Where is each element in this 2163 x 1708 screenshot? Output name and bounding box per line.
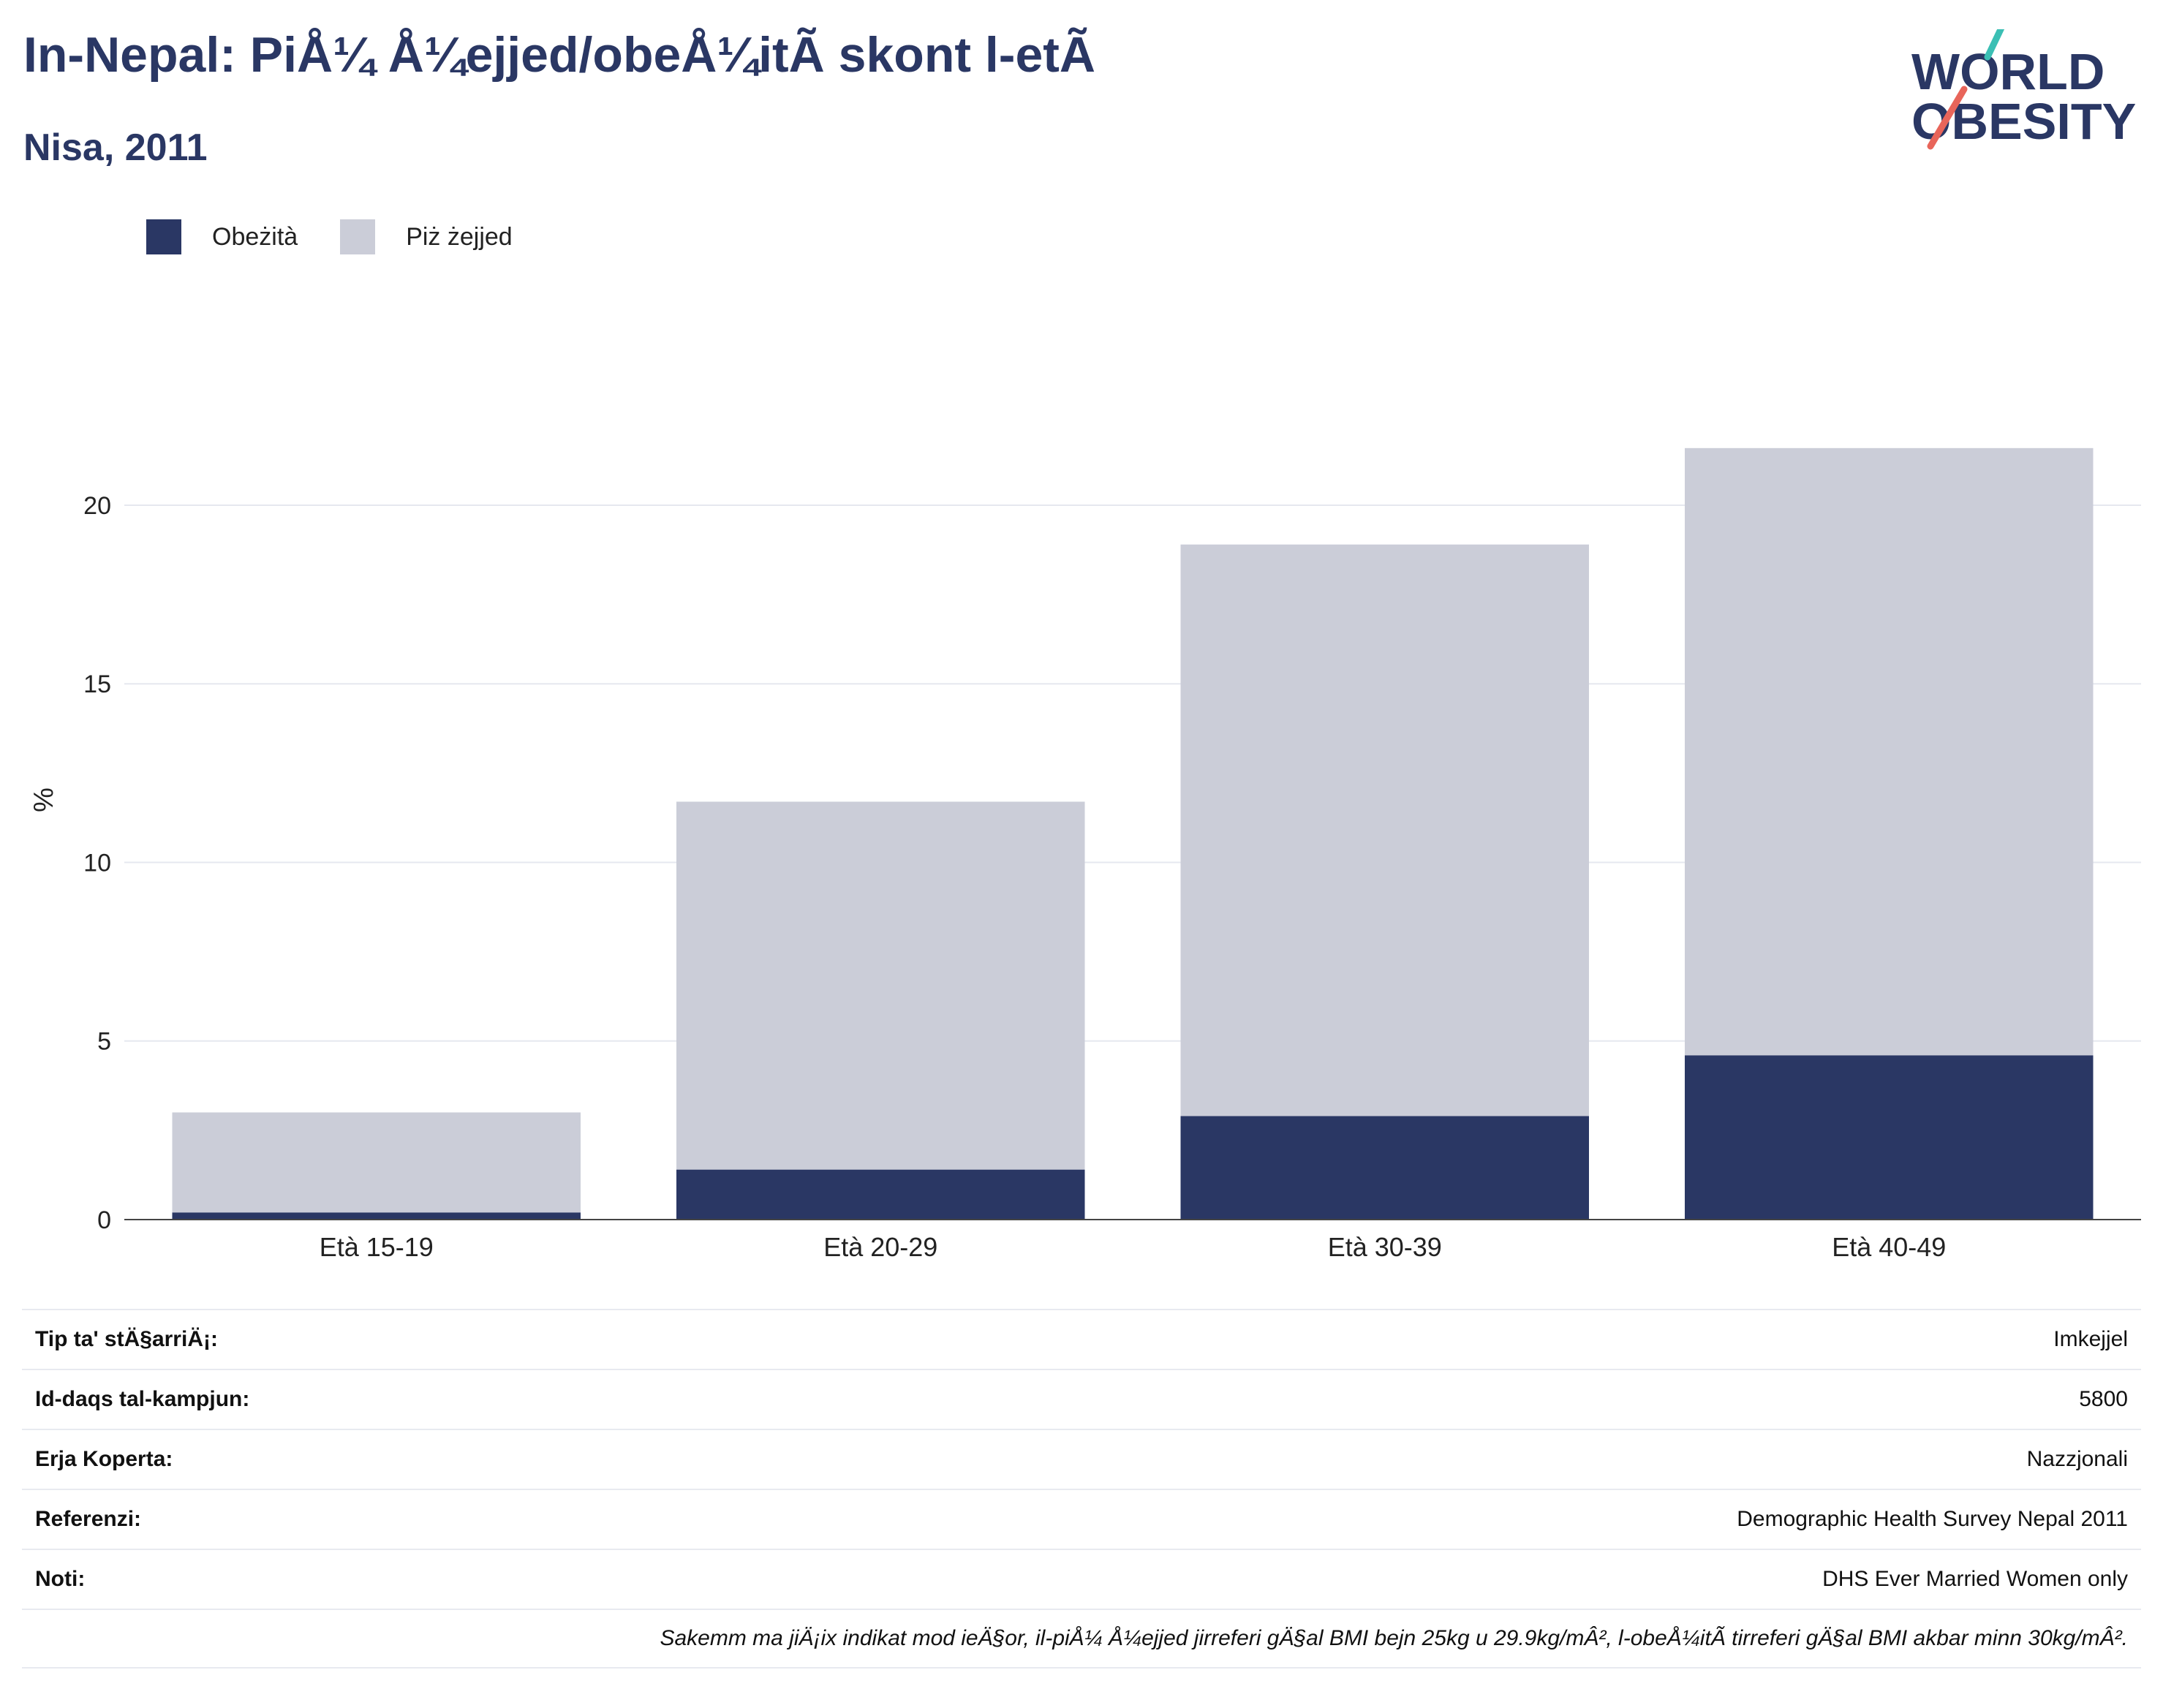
meta-row-footnote: Sakemm ma jiÄ¡ix indikat mod ieÄ§or, il-… bbox=[22, 1609, 2141, 1669]
x-tick-label: Età 40-49 bbox=[1832, 1232, 1946, 1262]
meta-label: Referenzi: bbox=[35, 1507, 142, 1531]
y-axis-label: % bbox=[29, 787, 59, 812]
bar-obesity bbox=[1685, 1055, 2094, 1220]
meta-row-sample-size: Id-daqs tal-kampjun: 5800 bbox=[22, 1369, 2141, 1429]
legend-swatch-obesity bbox=[146, 219, 181, 254]
legend-label-overweight: Piż żejjed bbox=[406, 222, 513, 251]
chart-legend: Obeżità Piż żejjed bbox=[146, 216, 555, 257]
y-tick-label: 15 bbox=[83, 670, 111, 698]
meta-label: Erja Koperta: bbox=[35, 1447, 173, 1471]
meta-value: Demographic Health Survey Nepal 2011 bbox=[1737, 1507, 2128, 1531]
x-tick-label: Età 30-39 bbox=[1328, 1232, 1442, 1262]
world-obesity-logo: WORLD OBESITY bbox=[1911, 29, 2136, 150]
legend-label-obesity: Obeżità bbox=[212, 222, 298, 251]
meta-value: DHS Ever Married Women only bbox=[1822, 1567, 2128, 1591]
legend-swatch-overweight bbox=[340, 219, 376, 254]
meta-label: Id-daqs tal-kampjun: bbox=[35, 1387, 250, 1411]
chart-title: In-Nepal: PiÅ¼ Å¼ejjed/obeÅ¼itÃ skont l-… bbox=[23, 27, 1096, 83]
meta-value: 5800 bbox=[2079, 1387, 2128, 1411]
bar-overweight bbox=[1180, 544, 1589, 1116]
logo-slash-coral-icon bbox=[1927, 86, 1968, 150]
legend-item-overweight[interactable]: Piż żejjed bbox=[340, 219, 513, 254]
bar-obesity bbox=[676, 1169, 1085, 1220]
legend-item-obesity[interactable]: Obeżità bbox=[146, 219, 298, 254]
meta-row-survey-type: Tip ta' stÄ§arriÄ¡: Imkejjel bbox=[22, 1309, 2141, 1369]
metadata-table: Tip ta' stÄ§arriÄ¡: Imkejjel Id-daqs tal… bbox=[22, 1309, 2141, 1669]
y-tick-label: 20 bbox=[83, 492, 111, 520]
meta-footnote: Sakemm ma jiÄ¡ix indikat mod ieÄ§or, il-… bbox=[660, 1626, 2128, 1650]
y-tick-label: 10 bbox=[83, 849, 111, 877]
y-tick-label: 5 bbox=[97, 1028, 111, 1056]
bar-obesity bbox=[172, 1212, 581, 1220]
bar-obesity bbox=[1180, 1116, 1589, 1220]
meta-row-notes: Noti: DHS Ever Married Women only bbox=[22, 1549, 2141, 1609]
meta-value: Imkejjel bbox=[2053, 1327, 2128, 1351]
bar-overweight bbox=[676, 801, 1085, 1170]
chart-subtitle: Nisa, 2011 bbox=[23, 126, 208, 169]
y-tick-label: 0 bbox=[97, 1206, 111, 1234]
bar-overweight bbox=[1685, 447, 2094, 1056]
meta-label: Noti: bbox=[35, 1567, 86, 1591]
bar-chart: 0 5 10 15 20% Età 15-19 Età 20-29 Età 30-39 Età … bbox=[29, 447, 2141, 1262]
x-tick-label: Età 15-19 bbox=[320, 1232, 434, 1262]
x-tick-label: Età 20-29 bbox=[823, 1232, 937, 1262]
meta-label: Tip ta' stÄ§arriÄ¡: bbox=[35, 1327, 218, 1351]
bar-overweight bbox=[172, 1112, 581, 1213]
meta-row-area: Erja Koperta: Nazzjonali bbox=[22, 1429, 2141, 1489]
logo-word-world: WORLD bbox=[1911, 43, 2105, 100]
logo-slash-teal-icon bbox=[1984, 29, 2005, 61]
meta-row-reference: Referenzi: Demographic Health Survey Nep… bbox=[22, 1489, 2141, 1549]
meta-value: Nazzjonali bbox=[2026, 1447, 2128, 1471]
